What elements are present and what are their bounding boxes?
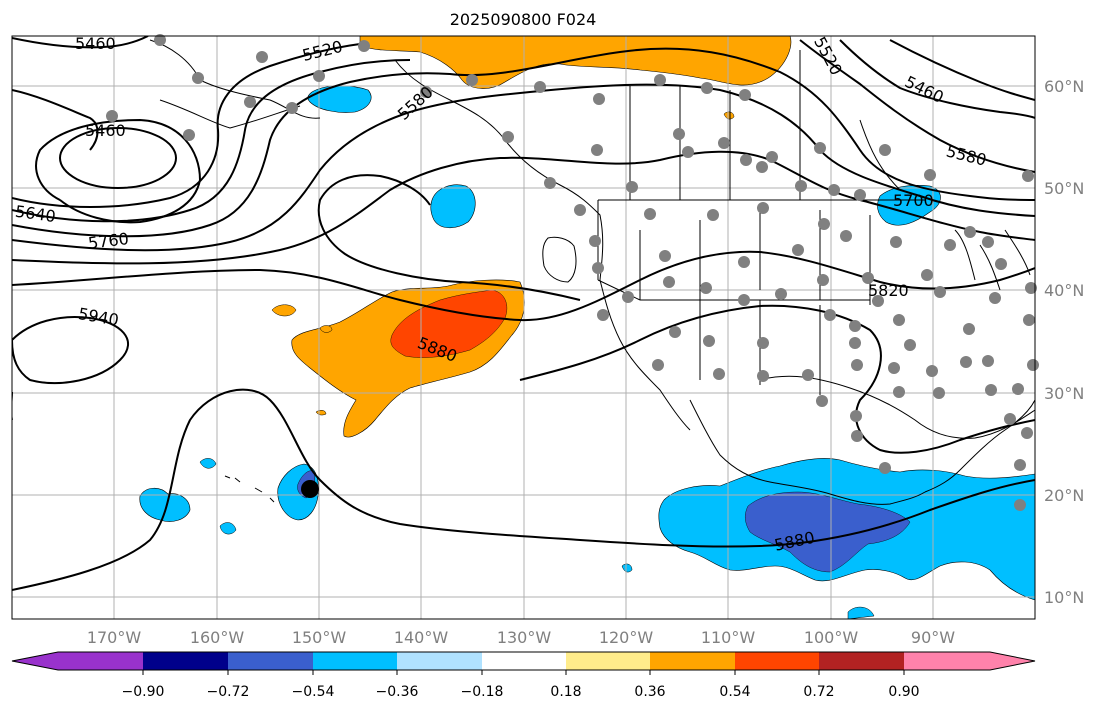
colorbar-tick-label: 0.54 (719, 684, 750, 700)
colorbar-segment (482, 652, 566, 670)
colorbar-tick-label: −0.36 (376, 684, 419, 700)
contour-label: 5520 (300, 37, 344, 65)
colorbar-segment (904, 652, 1035, 670)
colorbar-segment (143, 652, 228, 670)
lon-label: 170°W (87, 628, 142, 647)
positive-anomaly-speck (315, 410, 327, 416)
positive-anomaly-region-north (359, 36, 792, 89)
lon-label: 140°W (394, 628, 449, 647)
contour-label: 5760 (87, 229, 130, 253)
positive-anomaly-speck (319, 325, 333, 333)
station-markers (106, 34, 1039, 511)
latitude-labels: 60°N 50°N 40°N 30°N 20°N 10°N (1044, 77, 1084, 607)
colorbar-tick-label: 0.90 (888, 684, 919, 700)
contour-label: 5580 (944, 141, 988, 169)
contour-label: 5460 (75, 34, 116, 53)
lat-label: 10°N (1044, 588, 1084, 607)
positive-anomaly-speck (723, 111, 735, 120)
colorbar: −0.90 −0.72 −0.54 −0.36 −0.18 0.18 0.36 … (11, 651, 1036, 700)
colorbar-segment (735, 652, 819, 670)
lon-label: 90°W (911, 628, 955, 647)
negative-anomaly-alaska (307, 85, 372, 113)
colorbar-tick-label: 0.18 (550, 684, 581, 700)
storm-center-marker (301, 480, 319, 498)
contour-label: 5700 (893, 191, 934, 210)
lon-label: 100°W (804, 628, 859, 647)
negative-anomaly-speck (219, 522, 237, 535)
lat-label: 40°N (1044, 281, 1084, 300)
colorbar-segment (228, 652, 313, 670)
colorbar-tick-label: 0.72 (803, 684, 834, 700)
lon-label: 160°W (190, 628, 245, 647)
colorbar-tick-label: −0.72 (207, 684, 250, 700)
contour-label: 5820 (868, 281, 909, 300)
colorbar-tick-label: −0.90 (122, 684, 165, 700)
map-frame (11, 35, 1036, 620)
colorbar-segment (397, 652, 482, 670)
shaded-field (139, 36, 1035, 619)
colorbar-segment (650, 652, 735, 670)
lat-label: 50°N (1044, 179, 1084, 198)
colorbar-tick-label: −0.54 (292, 684, 335, 700)
longitude-labels: 170°W 160°W 150°W 140°W 130°W 120°W 110°… (87, 628, 955, 647)
colorbar-tick-label: −0.18 (461, 684, 504, 700)
negative-anomaly-west (139, 487, 191, 522)
negative-anomaly-speck (847, 606, 875, 619)
colorbar-segment (313, 652, 397, 670)
lon-label: 110°W (701, 628, 756, 647)
negative-anomaly-speck (199, 458, 217, 469)
map-title: 2025090800 F024 (449, 10, 597, 29)
colorbar-segment (819, 652, 904, 670)
height-contours (12, 36, 1035, 591)
graticule (12, 36, 1035, 619)
lon-label: 120°W (599, 628, 654, 647)
positive-anomaly-speck (271, 304, 297, 317)
contour-label: 5460 (85, 121, 126, 140)
lat-label: 60°N (1044, 77, 1084, 96)
negative-anomaly-mexico-core (745, 491, 911, 573)
lon-label: 130°W (497, 628, 552, 647)
colorbar-segment (12, 652, 143, 670)
colorbar-segment (566, 652, 650, 670)
colorbar-tick-label: 0.36 (634, 684, 665, 700)
negative-anomaly-speck (621, 563, 633, 573)
lat-label: 30°N (1044, 384, 1084, 403)
colorbar-outline (11, 651, 1036, 671)
contour-label: 5460 (902, 72, 947, 107)
negative-anomaly-gulf (430, 184, 476, 229)
lon-label: 150°W (292, 628, 347, 647)
lat-label: 20°N (1044, 486, 1084, 505)
